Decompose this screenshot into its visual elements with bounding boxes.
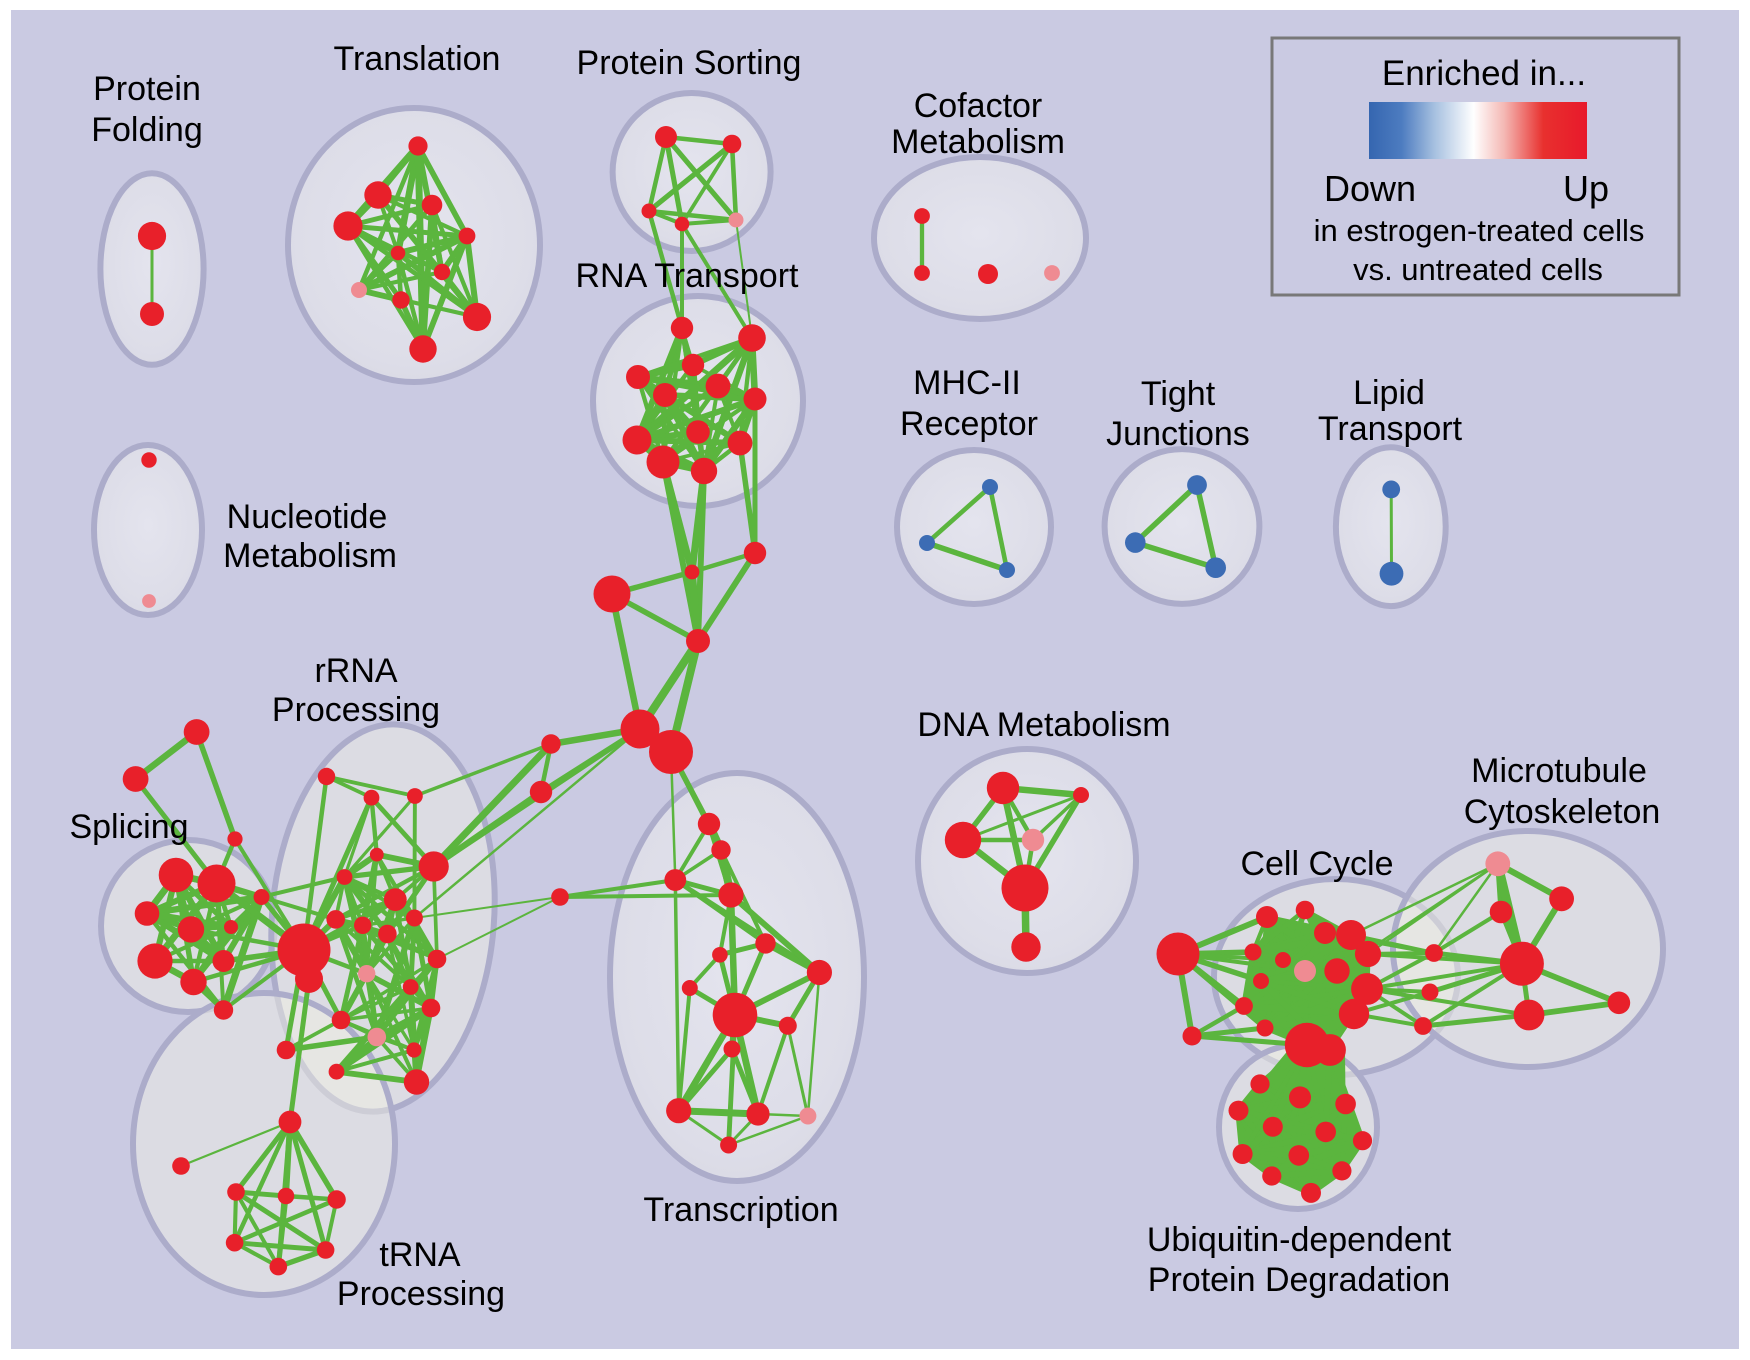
svg-text:RNA Transport: RNA Transport: [576, 257, 800, 295]
svg-text:Transcription: Transcription: [643, 1191, 838, 1229]
svg-text:tRNA: tRNA: [379, 1236, 461, 1274]
svg-text:Metabolism: Metabolism: [223, 537, 397, 575]
svg-text:Up: Up: [1563, 168, 1609, 209]
svg-text:Cell Cycle: Cell Cycle: [1240, 845, 1393, 883]
svg-text:Cofactor: Cofactor: [914, 87, 1043, 125]
svg-text:Processing: Processing: [272, 691, 440, 729]
svg-text:Transport: Transport: [1318, 410, 1463, 448]
svg-text:Nucleotide: Nucleotide: [227, 498, 388, 536]
svg-text:Protein Sorting: Protein Sorting: [577, 44, 802, 82]
svg-text:Ubiquitin-dependent: Ubiquitin-dependent: [1147, 1221, 1452, 1259]
svg-text:MHC-II: MHC-II: [913, 364, 1021, 402]
svg-text:Metabolism: Metabolism: [891, 123, 1065, 161]
svg-text:Cytoskeleton: Cytoskeleton: [1464, 793, 1661, 831]
svg-text:Receptor: Receptor: [900, 405, 1038, 443]
svg-text:Folding: Folding: [91, 111, 203, 149]
svg-text:Splicing: Splicing: [69, 808, 188, 846]
svg-text:Enriched in...: Enriched in...: [1382, 54, 1586, 93]
svg-text:Protein: Protein: [93, 70, 201, 108]
svg-text:Microtubule: Microtubule: [1471, 752, 1647, 790]
svg-text:Translation: Translation: [334, 40, 501, 78]
svg-text:Junctions: Junctions: [1106, 415, 1250, 453]
svg-text:Down: Down: [1324, 168, 1416, 209]
svg-text:Processing: Processing: [337, 1275, 505, 1313]
svg-text:DNA Metabolism: DNA Metabolism: [917, 706, 1170, 744]
svg-text:Lipid: Lipid: [1353, 374, 1425, 412]
svg-text:Tight: Tight: [1141, 375, 1216, 413]
svg-text:Protein Degradation: Protein Degradation: [1148, 1261, 1450, 1299]
svg-text:in estrogen-treated cells: in estrogen-treated cells: [1314, 213, 1645, 248]
svg-text:rRNA: rRNA: [314, 652, 397, 690]
svg-text:vs. untreated cells: vs. untreated cells: [1353, 252, 1603, 287]
